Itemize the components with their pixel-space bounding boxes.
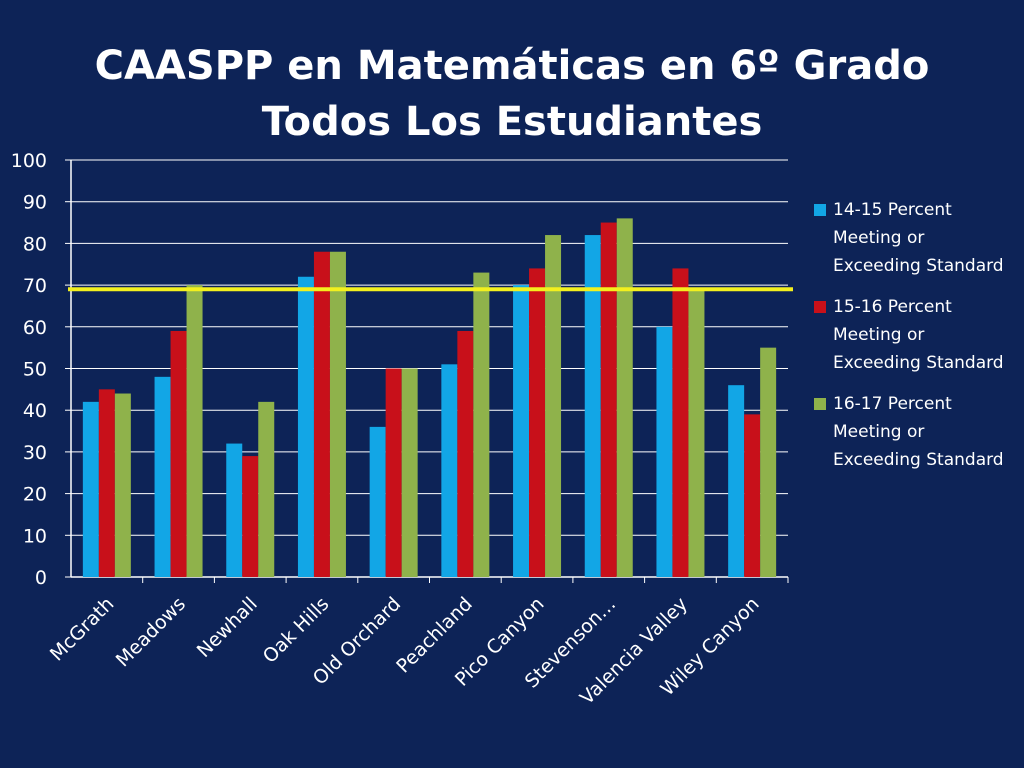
bar (513, 285, 530, 577)
bar (656, 326, 673, 577)
chart-title-line-2: Todos Los Estudiantes (261, 99, 763, 145)
bar (688, 289, 705, 577)
bar (313, 251, 330, 578)
legend-label: 15-16 Percent (833, 297, 952, 317)
bar (672, 268, 689, 577)
bar (760, 347, 777, 577)
y-tick-label: 100 (11, 150, 47, 172)
bar (226, 443, 243, 577)
legend-item: 16-17 Percent Meeting or Exceeding Standar… (814, 390, 1024, 474)
x-tick-label: Newhall (193, 593, 262, 662)
legend-item: 14-15 Percent Meeting or Exceeding Standar… (814, 196, 1024, 280)
y-tick-label: 40 (23, 400, 47, 422)
legend-label: Exceeding Standard (833, 256, 1004, 276)
bar (369, 426, 386, 577)
legend-label: 16-17 Percent (833, 394, 952, 414)
legend-item: 15-16 Percent Meeting or Exceeding Standar… (814, 293, 1024, 377)
bar (744, 414, 761, 577)
y-tick-label: 10 (23, 525, 47, 547)
bar (114, 393, 131, 577)
y-tick-label: 60 (23, 317, 47, 339)
legend-label: Meeting or (833, 422, 925, 442)
bar (616, 218, 633, 577)
y-tick-label: 80 (23, 233, 47, 255)
x-tick-label: Meadows (112, 593, 190, 671)
bar (170, 330, 187, 577)
bar (473, 272, 490, 577)
legend-swatch (814, 301, 826, 313)
legend-swatch (814, 398, 826, 410)
y-tick-label: 70 (23, 275, 47, 297)
bar (545, 235, 562, 577)
legend-label: Exceeding Standard (833, 450, 1004, 470)
bar (258, 401, 275, 577)
bar (529, 268, 546, 577)
y-tick-label: 90 (23, 192, 47, 214)
chart-title: CAASPP en Matemáticas en 6º Grado Todos … (0, 38, 1024, 150)
x-tick-label: McGrath (46, 593, 118, 665)
bar (242, 456, 259, 577)
bar (82, 401, 99, 577)
bar (98, 389, 115, 577)
legend-swatch (814, 204, 826, 216)
y-tick-label: 50 (23, 359, 47, 381)
chart-title-line-1: CAASPP en Matemáticas en 6º Grado (94, 43, 930, 89)
bar (728, 385, 745, 577)
bar (186, 285, 203, 577)
bar (600, 222, 617, 578)
bar (154, 376, 171, 577)
bar (329, 251, 346, 578)
bar (457, 330, 474, 577)
legend-label: 14-15 Percent (833, 200, 952, 220)
x-tick-label: Oak Hills (259, 593, 334, 668)
bar (401, 368, 418, 577)
bar (385, 368, 402, 577)
y-tick-label: 0 (35, 567, 47, 589)
y-tick-label: 30 (23, 442, 47, 464)
bar (297, 276, 314, 577)
bar (441, 364, 458, 577)
y-tick-label: 20 (23, 484, 47, 506)
legend-label: Meeting or (833, 325, 925, 345)
legend: 14-15 Percent Meeting or Exceeding Standar… (814, 196, 1024, 487)
legend-label: Exceeding Standard (833, 353, 1004, 373)
legend-label: Meeting or (833, 228, 925, 248)
bar (584, 235, 601, 577)
